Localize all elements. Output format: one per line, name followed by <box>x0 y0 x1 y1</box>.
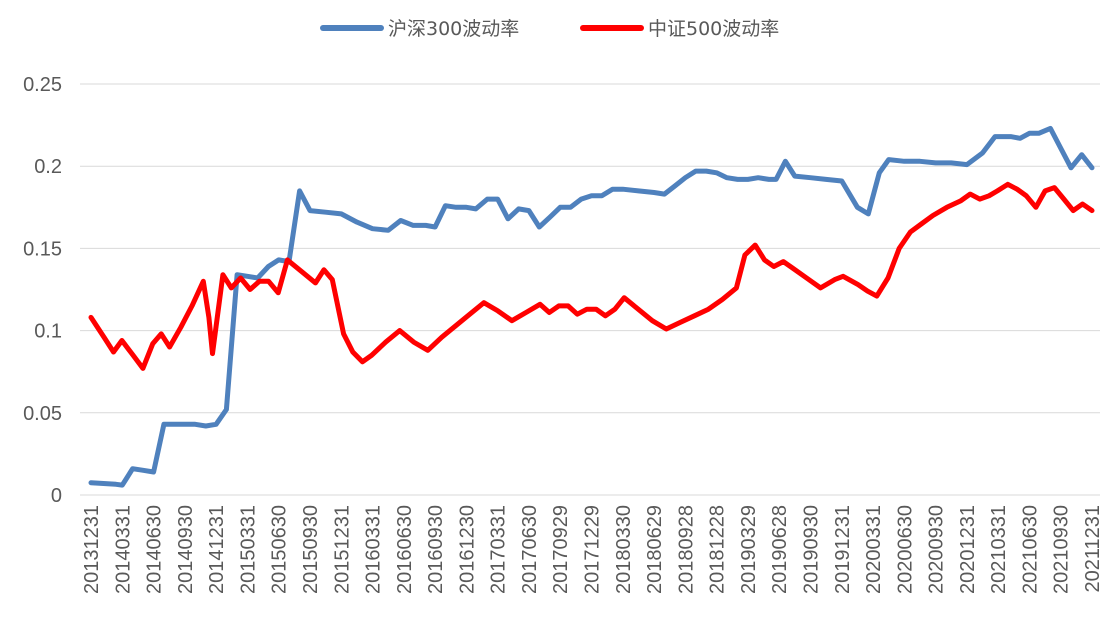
gridlines <box>80 83 1100 414</box>
x-tick-label: 20170630 <box>519 505 541 594</box>
x-tick-label: 20131231 <box>81 505 103 594</box>
x-tick-label: 20140930 <box>175 505 197 594</box>
y-tick-label: 0.25 <box>23 74 62 96</box>
x-tick-label: 20180928 <box>675 505 697 594</box>
x-tick-label: 20160630 <box>394 505 416 594</box>
series-line-2 <box>88 181 1095 371</box>
axes: 0 0.05 0.1 0.15 0.2 0.25 20131231 20140331 20140… <box>23 74 1104 594</box>
x-tick-label: 20200930 <box>926 505 948 594</box>
x-tick-label: 20210930 <box>1051 505 1073 594</box>
series-line-1 <box>88 125 1095 488</box>
x-tick-label: 20181228 <box>707 505 729 594</box>
x-tick-label: 20140331 <box>112 505 134 594</box>
x-tick-label: 20140630 <box>144 505 166 594</box>
x-tick-label: 20190930 <box>800 505 822 594</box>
x-tick-label: 20200331 <box>863 505 885 594</box>
x-tick-label: 20210331 <box>988 505 1010 594</box>
y-tick-label: 0 <box>51 485 62 507</box>
x-tick-label: 20201231 <box>957 505 979 594</box>
x-tick-label: 20160930 <box>425 505 447 594</box>
x-tick-label: 20170929 <box>550 505 572 594</box>
series-lines <box>88 125 1095 488</box>
x-tick-label: 20190628 <box>769 505 791 594</box>
x-tick-label: 20171229 <box>582 505 604 594</box>
x-tick-label: 20180629 <box>644 505 666 594</box>
x-tick-label: 20191231 <box>832 505 854 594</box>
x-tick-label: 20200630 <box>894 505 916 594</box>
x-tick-label: 20161230 <box>456 505 478 594</box>
legend-label: 沪深300波动率 <box>388 18 519 40</box>
x-tick-label: 20141231 <box>206 505 228 594</box>
x-tick-label: 20150331 <box>237 505 259 594</box>
x-tick-label: 20150630 <box>269 505 291 594</box>
y-tick-label: 0.05 <box>23 403 62 425</box>
x-tick-label: 20211231 <box>1082 505 1104 593</box>
y-tick-label: 0.1 <box>34 321 62 343</box>
y-tick-label: 0.15 <box>23 238 62 260</box>
legend: 沪深300波动率 中证500波动率 <box>320 18 779 40</box>
x-tick-label: 20170331 <box>488 505 510 594</box>
x-tick-label: 20160331 <box>363 505 385 594</box>
legend-label: 中证500波动率 <box>648 18 779 40</box>
x-tick-label: 20150930 <box>300 505 322 594</box>
x-tick-label: 20190329 <box>738 505 760 594</box>
x-tick-label: 20151231 <box>331 505 353 594</box>
x-tick-label: 20210630 <box>1019 505 1041 594</box>
y-tick-label: 0.2 <box>34 156 62 178</box>
x-tick-label: 20180330 <box>613 505 635 594</box>
